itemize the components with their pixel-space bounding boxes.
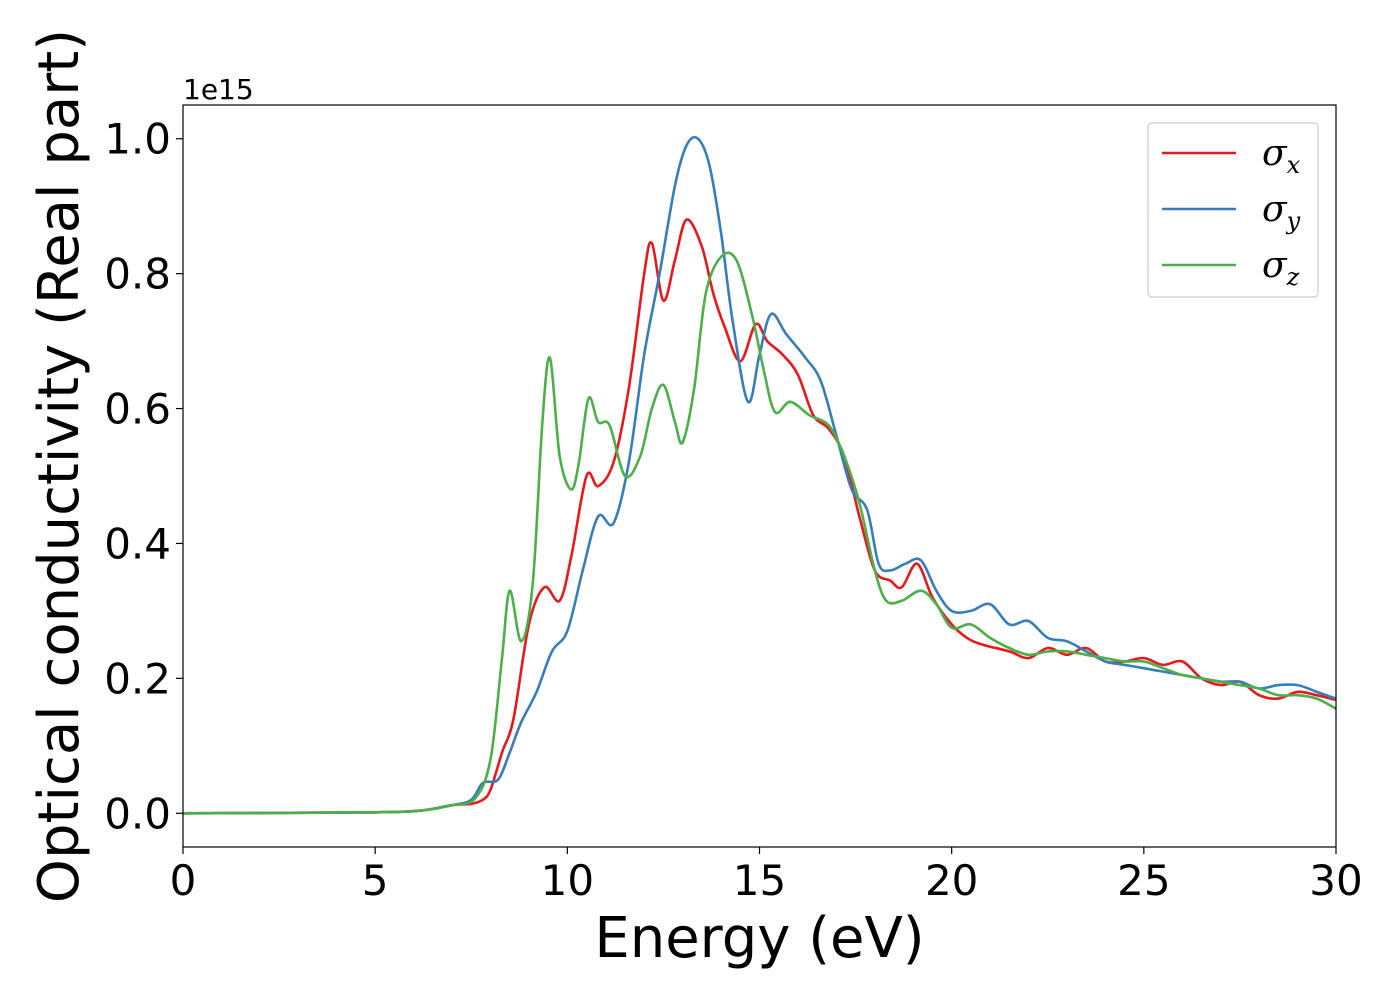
series-line-x <box>183 218 1336 815</box>
legend-symbol: σ <box>1262 133 1288 174</box>
y-tick-label: 0.2 <box>104 654 171 703</box>
y-tick-label: 0.4 <box>104 519 171 568</box>
x-axis-ticks: 0 5 10 15 20 25 30 <box>170 847 1363 905</box>
legend-symbol: σ <box>1262 245 1288 286</box>
y-tick-label: 0.6 <box>104 385 171 434</box>
y-axis-label: Optical conductivity (Real part) <box>27 29 92 903</box>
legend-subscript: z <box>1286 263 1300 291</box>
x-tick-label: 25 <box>1117 856 1170 905</box>
legend-symbol: σ <box>1262 189 1288 230</box>
y-tick-label: 0.0 <box>104 789 171 838</box>
legend-label-z: σz <box>1262 245 1300 291</box>
y-tick-label: 0.8 <box>104 250 171 299</box>
y-tick-label: 1.0 <box>104 115 171 164</box>
x-tick-label: 20 <box>925 856 978 905</box>
series-line-y <box>183 135 1336 815</box>
x-axis-label: Energy (eV) <box>594 906 924 971</box>
legend-label-x: σx <box>1262 133 1301 179</box>
x-tick-label: 10 <box>541 856 594 905</box>
series-line-z <box>183 251 1336 815</box>
x-tick-label: 0 <box>170 856 197 905</box>
legend-subscript: y <box>1286 207 1301 235</box>
y-offset-label: 1e15 <box>183 73 254 106</box>
series-layer <box>183 135 1336 815</box>
y-axis-ticks: 0.0 0.2 0.4 0.6 0.8 1.0 <box>104 115 183 838</box>
x-tick-label: 5 <box>362 856 389 905</box>
x-tick-label: 30 <box>1309 856 1362 905</box>
x-tick-label: 15 <box>733 856 786 905</box>
legend-subscript: x <box>1287 151 1301 179</box>
legend-label-y: σy <box>1262 189 1301 235</box>
